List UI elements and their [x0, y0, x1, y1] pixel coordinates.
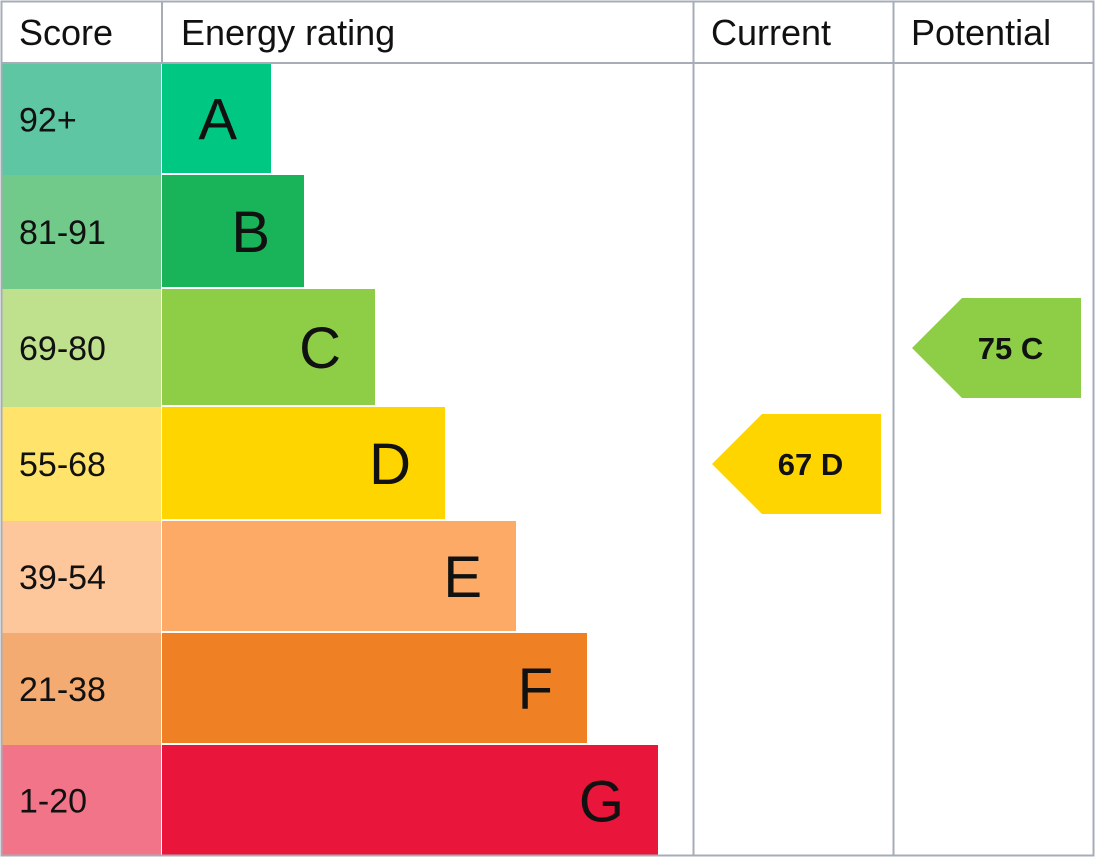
energy-rating-header: Energy rating	[181, 12, 395, 53]
current-rating-arrow	[712, 414, 881, 514]
score-cell-f	[2, 633, 161, 745]
rating-bar-e	[162, 521, 516, 631]
score-range-d: 55-68	[19, 446, 106, 484]
current-rating-arrow-label: 67 D	[778, 447, 843, 482]
rating-letter-f: F	[518, 657, 553, 722]
score-range-e: 39-54	[19, 559, 106, 597]
score-range-b: 81-91	[19, 214, 106, 252]
rating-bar-f	[162, 633, 587, 743]
rating-bar-d	[162, 407, 445, 519]
score-cell-g	[2, 745, 161, 856]
rating-letter-c: C	[299, 316, 341, 381]
rating-letter-e: E	[443, 545, 482, 610]
score-range-a: 92+	[19, 102, 77, 140]
score-range-f: 21-38	[19, 671, 106, 709]
rating-bar-g	[162, 745, 658, 856]
potential-rating-arrow-label: 75 C	[978, 331, 1043, 366]
potential-rating-arrow	[912, 298, 1081, 398]
score-range-c: 69-80	[19, 330, 106, 368]
rating-letter-g: G	[579, 770, 624, 835]
rating-bands: 92+ A 81-91 B 69-80 C 55-68 D 39-54 E 21-38 F 1-20 G	[2, 64, 658, 856]
rating-bar-b	[162, 175, 304, 287]
rating-bar-c	[162, 289, 375, 405]
rating-letter-b: B	[231, 200, 270, 265]
score-cell-c	[2, 289, 161, 407]
rating-letter-a: A	[198, 88, 237, 153]
score-range-g: 1-20	[19, 783, 87, 821]
score-header: Score	[19, 12, 113, 53]
rating-arrows: 67 D 75 C	[712, 298, 1081, 514]
score-cell-d	[2, 407, 161, 521]
rating-bar-a	[162, 64, 271, 173]
current-header: Current	[711, 12, 831, 53]
score-cell-b	[2, 175, 161, 289]
potential-header: Potential	[911, 12, 1051, 53]
rating-letter-d: D	[369, 432, 411, 497]
score-cell-e	[2, 521, 161, 633]
chart-header: Score Energy rating Current Potential	[19, 12, 1051, 53]
score-cell-a	[2, 64, 161, 175]
